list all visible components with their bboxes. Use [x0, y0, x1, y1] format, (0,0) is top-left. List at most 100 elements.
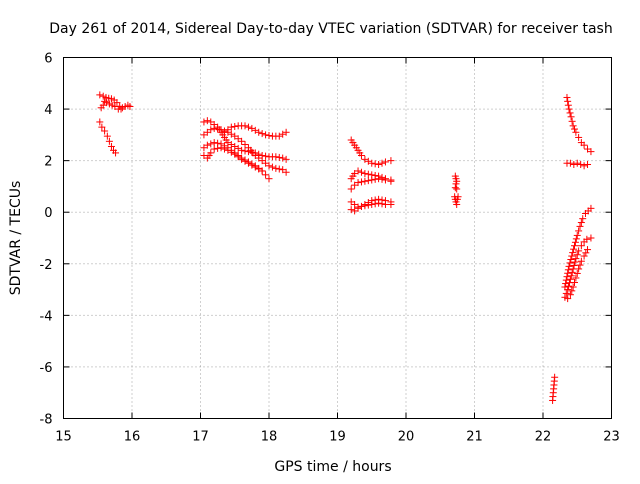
data-point-marker: [566, 159, 574, 167]
data-point-marker: [572, 128, 580, 136]
series-arc-22.2: [549, 373, 559, 404]
data-point-marker: [564, 286, 572, 294]
data-point-marker: [98, 123, 106, 131]
data-point-marker: [573, 251, 581, 259]
data-point-marker: [569, 283, 577, 291]
data-point-marker: [564, 266, 572, 274]
data-point-marker: [577, 219, 585, 227]
data-point-marker: [575, 227, 583, 235]
data-point-marker: [112, 149, 120, 157]
data-point-marker: [241, 122, 249, 130]
data-point-marker: [577, 242, 585, 250]
data-point-marker: [573, 159, 581, 167]
data-point-marker: [572, 235, 580, 243]
data-point-marker: [567, 113, 575, 121]
data-point-marker: [453, 185, 461, 193]
data-point-marker: [564, 97, 572, 105]
data-point-marker: [354, 203, 362, 211]
data-point-marker: [381, 176, 389, 184]
data-point-marker: [566, 291, 574, 299]
data-point-marker: [368, 200, 376, 208]
data-point-marker: [117, 105, 125, 113]
data-point-marker: [378, 200, 386, 208]
y-tick-label: 0: [44, 206, 52, 221]
y-tick-label: -8: [40, 413, 53, 428]
data-point-marker: [96, 91, 104, 99]
data-point-marker: [126, 102, 134, 110]
x-tick-label: 22: [535, 430, 552, 445]
data-point-marker: [275, 132, 283, 140]
data-point-marker: [217, 144, 225, 152]
x-tick-label: 18: [261, 430, 278, 445]
data-point-marker: [453, 200, 461, 208]
data-point-marker: [571, 278, 579, 286]
data-point-marker: [227, 148, 235, 156]
data-point-marker: [454, 193, 462, 201]
data-point-marker: [368, 159, 376, 167]
data-point-marker: [563, 93, 571, 101]
data-point-marker: [258, 167, 266, 175]
data-point-marker: [234, 144, 242, 152]
data-point-marker: [220, 145, 228, 153]
series-arc-20.7-b: [451, 193, 462, 208]
data-point-marker: [572, 274, 580, 282]
data-point-marker: [258, 130, 266, 138]
data-point-marker: [564, 295, 572, 303]
series-arc-22.4-top: [563, 93, 595, 156]
data-point-marker: [357, 151, 365, 159]
data-point-marker: [571, 238, 579, 246]
data-point-marker: [361, 202, 369, 210]
y-axis-title: SDTVAR / TECUs: [8, 181, 24, 296]
data-point-marker: [238, 146, 246, 154]
data-point-marker: [357, 178, 365, 186]
data-point-marker: [210, 124, 218, 132]
data-point-marker: [238, 137, 246, 145]
series-arc-20.7-a: [451, 172, 461, 193]
data-point-marker: [452, 180, 460, 188]
data-point-marker: [580, 141, 588, 149]
data-point-marker: [566, 259, 574, 267]
data-point-marker: [381, 158, 389, 166]
series-arc-17-d: [200, 144, 266, 175]
x-tick-label: 21: [466, 430, 483, 445]
data-point-marker: [580, 162, 588, 170]
data-point-marker: [282, 128, 290, 136]
data-point-marker: [575, 265, 583, 273]
data-point-marker: [576, 222, 584, 230]
series-arc-19-a: [347, 136, 395, 169]
data-point-marker: [251, 163, 259, 171]
data-point-marker: [265, 175, 273, 183]
data-point-marker: [584, 161, 592, 169]
x-axis-title: GPS time / hours: [274, 459, 391, 475]
data-point-marker: [364, 201, 372, 209]
data-point-marker: [248, 124, 256, 132]
series-arc-19-c: [347, 175, 395, 193]
data-point-marker: [214, 125, 222, 133]
x-tick-label: 17: [192, 430, 209, 445]
y-tick-label: -6: [40, 361, 53, 376]
data-point-marker: [575, 133, 583, 141]
data-point-marker: [577, 161, 585, 169]
data-point-marker: [582, 249, 590, 257]
data-point-marker: [354, 179, 362, 187]
data-point-marker: [568, 287, 576, 295]
series-arc-17-e: [220, 122, 290, 140]
data-point-marker: [248, 161, 256, 169]
series-arc-22.4-low-b: [561, 234, 595, 301]
data-points: [96, 91, 595, 404]
data-point-marker: [282, 155, 290, 163]
data-point-marker: [375, 199, 383, 207]
data-point-marker: [571, 258, 579, 266]
data-point-marker: [387, 200, 395, 208]
data-point-marker: [371, 175, 379, 183]
data-point-marker: [255, 128, 263, 136]
data-point-marker: [96, 118, 104, 126]
data-point-marker: [244, 123, 252, 131]
data-point-marker: [113, 99, 121, 107]
data-point-marker: [105, 137, 113, 145]
data-point-marker: [255, 165, 263, 173]
data-point-marker: [361, 155, 369, 163]
data-point-marker: [579, 215, 587, 223]
